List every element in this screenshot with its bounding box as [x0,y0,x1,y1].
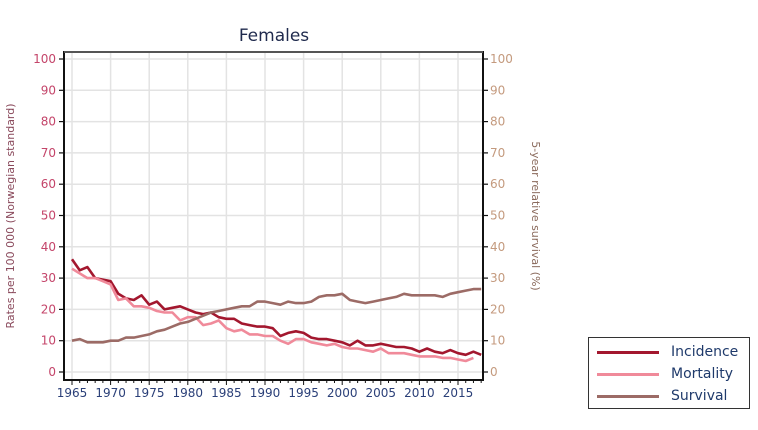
grid [64,52,483,380]
x-tick: 1975 [134,386,165,400]
legend: Incidence Mortality Survival [588,337,750,409]
y-tick-right: 30 [490,271,505,285]
legend-label: Incidence [671,344,739,360]
x-tick: 1995 [288,386,319,400]
series-survival [71,287,482,344]
legend-swatch-incidence [597,350,659,354]
x-tick: 2000 [327,386,358,400]
x-tick: 2015 [443,386,474,400]
x-tick: 1990 [250,386,281,400]
legend-label: Survival [671,388,728,404]
y-tick-left: 100 [33,52,56,66]
axes: 0 0 10 10 20 20 30 30 40 40 50 50 60 60 70 70 80 80 90 90 10… [33,51,513,400]
y-tick-left: 20 [41,302,56,316]
legend-swatch-mortality [597,372,659,376]
x-tick: 1965 [57,386,88,400]
chart-title: Females [239,26,309,46]
x-tick: 2010 [404,386,435,400]
y-axis-left-label: Rates per 100 000 (Norwegian standard) [4,103,17,328]
y-tick-right: 50 [490,209,505,223]
y-tick-left: 30 [41,271,56,285]
y-tick-right: 100 [490,52,513,66]
y-tick-right: 80 [490,115,505,129]
y-tick-left: 40 [41,240,56,254]
y-tick-right: 40 [490,240,505,254]
y-tick-left: 50 [41,209,56,223]
y-tick-left: 80 [41,115,56,129]
y-tick-right: 10 [490,334,505,348]
y-tick-left: 10 [41,334,56,348]
legend-item-survival: Survival [597,386,727,406]
legend-item-incidence: Incidence [597,342,738,362]
y-tick-left: 0 [48,365,56,379]
y-tick-right: 20 [490,302,505,316]
y-tick-left: 90 [41,83,56,97]
y-tick-right: 70 [490,146,505,160]
y-tick-left: 70 [41,146,56,160]
legend-swatch-survival [597,394,659,398]
y-tick-left: 60 [41,177,56,191]
x-tick: 1970 [95,386,126,400]
x-tick: 2005 [366,386,397,400]
x-tick: 1980 [173,386,204,400]
series-incidence [70,258,482,357]
x-tick: 1985 [211,386,242,400]
legend-label: Mortality [671,366,734,382]
series-mortality [71,267,474,363]
legend-item-mortality: Mortality [597,364,733,384]
y-tick-right: 0 [490,365,498,379]
y-tick-right: 60 [490,177,505,191]
y-tick-right: 90 [490,83,505,97]
y-axis-right-label: 5-year relative survival (%) [529,141,542,290]
series-lines [70,258,482,363]
